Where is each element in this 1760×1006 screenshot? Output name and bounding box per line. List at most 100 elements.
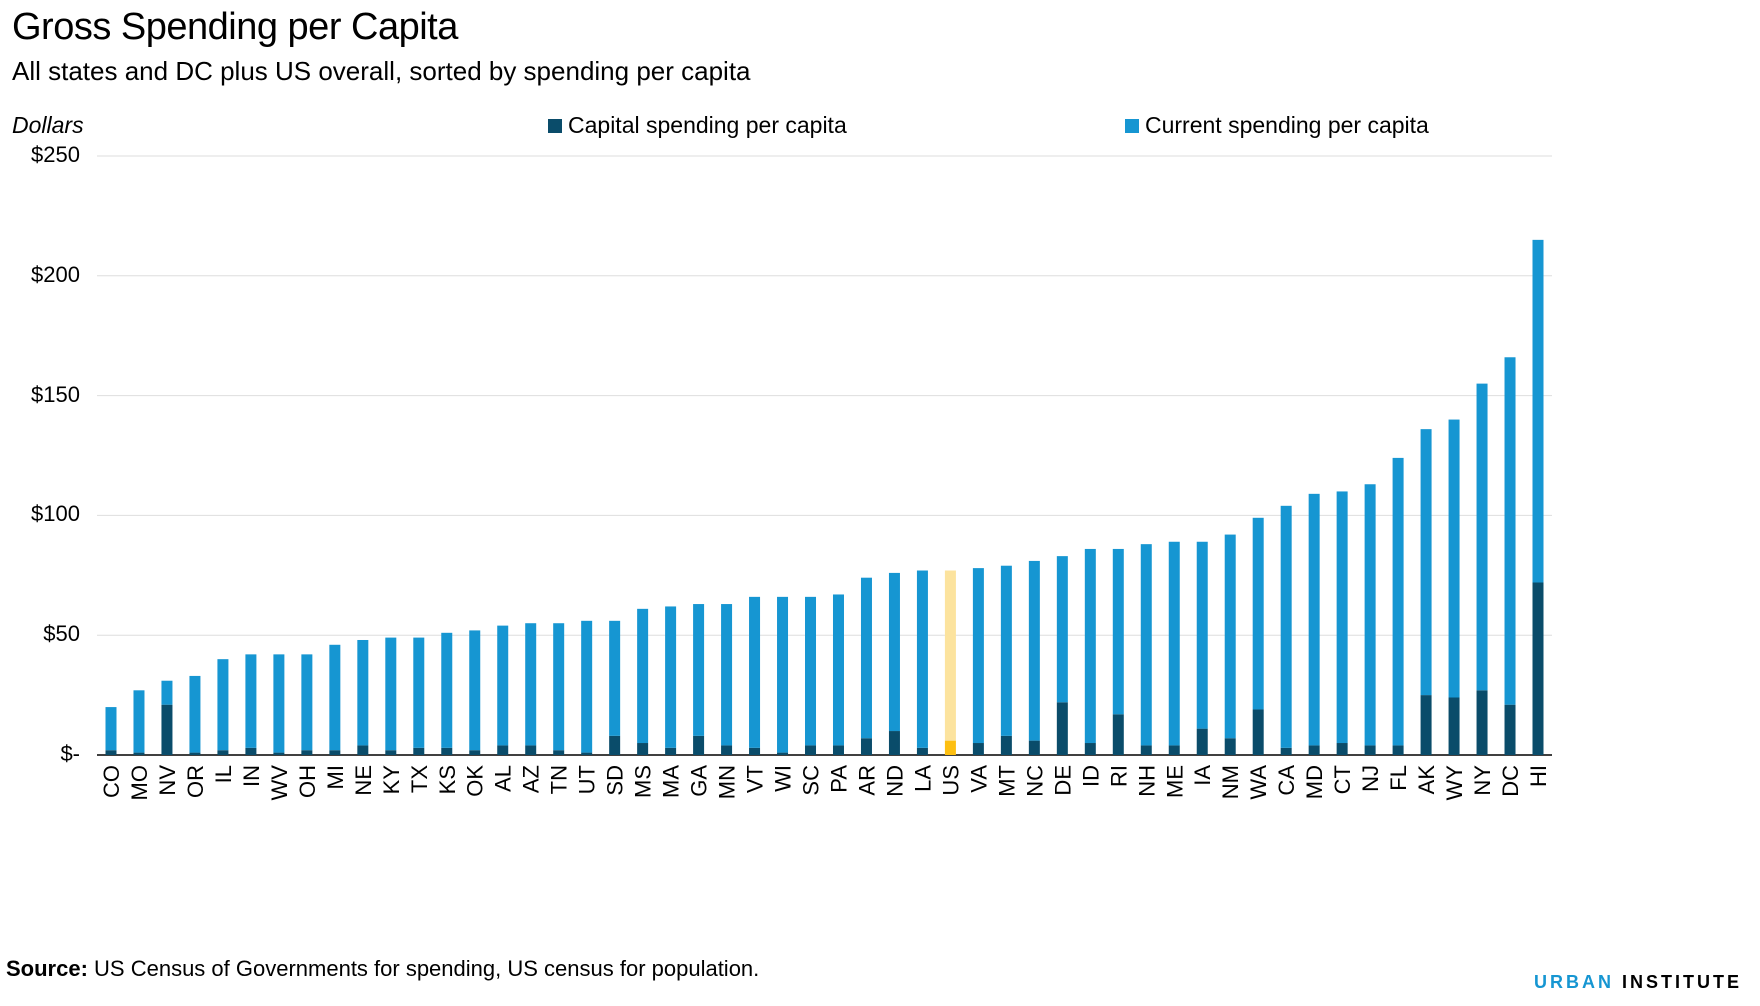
brand-part-urban: URBAN (1533, 972, 1614, 992)
x-tick-label-OH: OH (295, 765, 320, 798)
bar-current-CA (1280, 505, 1292, 748)
x-tick-label-ID: ID (1078, 765, 1103, 787)
bar-current-NC (1028, 560, 1040, 741)
bar-current-KY (385, 637, 397, 751)
x-tick-label-TN: TN (547, 765, 572, 794)
x-tick-label-ME: ME (1162, 765, 1187, 798)
bar-current-NJ (1364, 484, 1376, 746)
bar-capital-MS (637, 743, 649, 755)
y-tick-label: $100 (31, 501, 80, 527)
bar-capital-VA (972, 743, 984, 755)
bar-capital-ID (1084, 743, 1096, 755)
x-tick-label-LA: LA (910, 765, 935, 792)
source-label: Source: (6, 956, 88, 981)
bar-capital-ME (1168, 745, 1180, 755)
bar-current-OK (469, 630, 481, 751)
x-tick-label-AL: AL (491, 765, 516, 792)
legend-item-current: Current spending per capita (1125, 112, 1429, 139)
bar-current-AL (497, 625, 509, 746)
bar-current-DC (1504, 357, 1516, 705)
bar-capital-IL (217, 750, 229, 755)
bar-current-SD (609, 620, 621, 736)
bar-current-LA (916, 570, 928, 748)
bar-current-IA (1196, 541, 1208, 729)
x-tick-label-VA: VA (966, 765, 991, 793)
bar-current-NV (161, 680, 173, 705)
y-tick-label: $- (60, 741, 80, 766)
bar-capital-FL (1392, 745, 1404, 755)
x-tick-labels: CO MO NV OR IL IN WV OH MI NE KY TX KS OK AL AZ TN UT SD MS… (99, 765, 1551, 801)
x-tick-label-KY: KY (379, 765, 404, 795)
x-tick-label-NJ: NJ (1358, 765, 1383, 792)
bar-capital-RI (1112, 714, 1124, 755)
bar-current-WV (273, 654, 285, 753)
bar-current-MI (329, 644, 341, 751)
y-tick-label: $200 (31, 261, 80, 287)
bar-capital-TN (553, 750, 565, 755)
x-tick-label-GA: GA (687, 765, 712, 797)
x-tick-label-IL: IL (211, 765, 236, 783)
x-tick-label-WV: WV (267, 765, 292, 801)
x-tick-label-IA: IA (1190, 765, 1215, 786)
x-tick-label-DC: DC (1498, 765, 1523, 797)
bar-capital-IA (1196, 728, 1208, 755)
bar-current-DE (1056, 556, 1068, 703)
bar-capital-TX (413, 747, 425, 755)
bar-capital-MA (665, 747, 677, 755)
legend-item-capital: Capital spending per capita (548, 112, 847, 139)
bar-capital-OK (469, 750, 481, 755)
bar-capital-MI (329, 750, 341, 755)
bar-capital-LA (916, 747, 928, 755)
x-tick-label-DE: DE (1050, 765, 1075, 796)
bar-capital-CO (105, 750, 117, 755)
bar-current-PA (832, 594, 844, 746)
bar-current-AR (860, 577, 872, 739)
bar-current-VA (972, 568, 984, 744)
x-tick-label-NM: NM (1218, 765, 1243, 799)
brand-logo: URBAN INSTITUTE (1534, 972, 1742, 993)
grid-lines (97, 155, 1552, 756)
x-tick-label-MT: MT (994, 765, 1019, 797)
x-tick-label-MN: MN (715, 765, 740, 799)
x-tick-label-MI: MI (323, 765, 348, 789)
bar-capital-DE (1056, 702, 1068, 755)
bar-capital-IN (245, 747, 257, 755)
x-tick-label-PA: PA (826, 765, 851, 793)
bar-capital-WY (1448, 697, 1460, 755)
bar-current-GA (693, 604, 705, 736)
bar-capital-NC (1028, 740, 1040, 755)
x-tick-label-UT: UT (575, 765, 600, 794)
x-tick-label-NY: NY (1470, 765, 1495, 796)
bar-current-UT (581, 620, 593, 753)
x-tick-label-SD: SD (603, 765, 628, 796)
x-tick-label-OK: OK (463, 765, 488, 797)
x-tick-label-CO: CO (99, 765, 124, 798)
brand-part-institute: INSTITUTE (1622, 972, 1742, 992)
x-tick-label-RI: RI (1106, 765, 1131, 787)
legend-label-capital: Capital spending per capita (568, 112, 847, 138)
x-tick-label-CT: CT (1330, 765, 1355, 794)
bar-current-MN (721, 604, 733, 746)
bar-capital-WV (273, 752, 285, 755)
bar-capital-KS (441, 747, 453, 755)
bar-current-TX (413, 637, 425, 748)
bar-current-WI (777, 596, 789, 753)
bar-capital-CA (1280, 747, 1292, 755)
x-tick-label-FL: FL (1386, 765, 1411, 791)
bar-capital-MT (1000, 735, 1012, 755)
bar-capital-AK (1420, 695, 1432, 755)
bar-current-MD (1308, 493, 1320, 746)
bar-current-WY (1448, 419, 1460, 698)
bar-current-CT (1336, 491, 1348, 744)
bar-capital-ND (888, 731, 900, 755)
x-tick-label-TX: TX (407, 765, 432, 793)
bar-current-MT (1000, 565, 1012, 736)
bar-capital-NH (1140, 745, 1152, 755)
bar-current-FL (1392, 457, 1404, 746)
chart-subtitle: All states and DC plus US overall, sorte… (12, 56, 751, 86)
legend-swatch-capital (548, 118, 562, 133)
bar-capital-MD (1308, 745, 1320, 755)
bar-capital-CT (1336, 743, 1348, 755)
bar-current-WA (1252, 517, 1264, 710)
bar-current-NM (1224, 534, 1236, 739)
